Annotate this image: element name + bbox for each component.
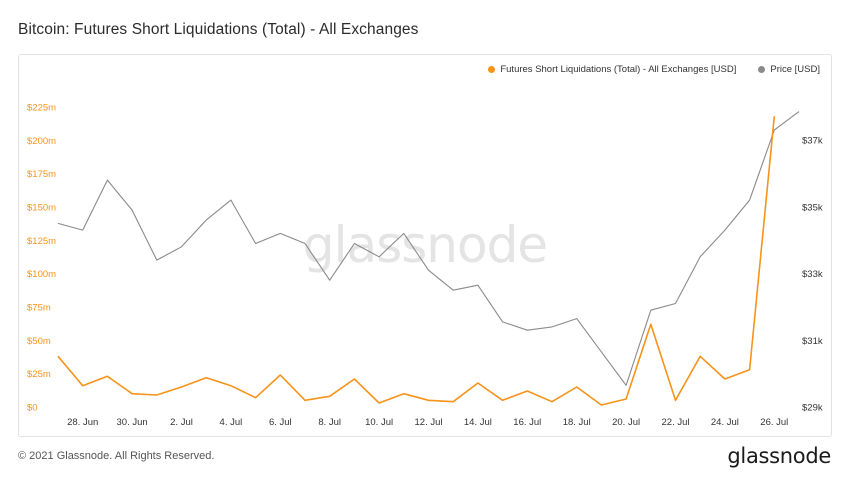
- left-axis-tick-label: $25m: [27, 369, 51, 380]
- price-series-line: [57, 111, 800, 386]
- left-axis-tick-label: $150m: [27, 203, 56, 214]
- x-axis-tick-label: 28. Jun: [67, 417, 98, 428]
- footer-copyright: © 2021 Glassnode. All Rights Reserved.: [18, 450, 215, 462]
- x-axis-tick-label: 8. Jul: [318, 417, 341, 428]
- left-axis-tick-label: $175m: [27, 169, 56, 180]
- x-axis-tick-label: 18. Jul: [563, 417, 591, 428]
- right-axis-tick-label: $37k: [802, 136, 823, 147]
- chart-card: [18, 54, 832, 437]
- x-axis-tick-label: 6. Jul: [269, 417, 292, 428]
- x-axis-tick-label: 2. Jul: [170, 417, 193, 428]
- x-axis-tick-label: 20. Jul: [612, 417, 640, 428]
- legend-item-price[interactable]: Price [USD]: [758, 64, 820, 75]
- x-axis: 28. Jun 30. Jun 2. Jul 4. Jul 6. Jul 8. Jul 10…: [67, 417, 788, 428]
- x-axis-tick-label: 12. Jul: [415, 417, 443, 428]
- glassnode-logo[interactable]: glassnode: [727, 444, 831, 468]
- left-axis-tick-label: $125m: [27, 236, 56, 247]
- left-axis-tick-label: $0: [27, 403, 38, 414]
- right-axis-tick-label: $31k: [802, 336, 823, 347]
- left-axis-tick-label: $225m: [27, 103, 56, 114]
- legend-label-price: Price [USD]: [770, 64, 820, 75]
- x-axis-tick-label: 4. Jul: [220, 417, 243, 428]
- legend-item-liquidations[interactable]: Futures Short Liquidations (Total) - All…: [488, 64, 736, 75]
- left-axis: $0 $25m $50m $75m $100m $125m $150m $175m $200m $…: [27, 103, 56, 414]
- right-axis: $29k $31k $33k $35k $37k: [802, 136, 823, 414]
- x-axis-tick-label: 10. Jul: [365, 417, 393, 428]
- series-layer: [57, 111, 800, 406]
- x-axis-tick-label: 22. Jul: [662, 417, 690, 428]
- legend-dot-price: [758, 66, 766, 73]
- x-axis-tick-label: 14. Jul: [464, 417, 492, 428]
- x-axis-tick-label: 26. Jul: [760, 417, 788, 428]
- left-axis-tick-label: $75m: [27, 303, 51, 314]
- left-axis-tick-label: $200m: [27, 136, 56, 147]
- right-axis-tick-label: $33k: [802, 269, 823, 280]
- x-axis-tick-label: 24. Jul: [711, 417, 739, 428]
- legend-label-liquidations: Futures Short Liquidations (Total) - All…: [500, 64, 737, 75]
- legend-dot-liquidations: [488, 66, 496, 73]
- left-axis-tick-label: $50m: [27, 336, 51, 347]
- left-axis-tick-label: $100m: [27, 269, 56, 280]
- chart-legend: Futures Short Liquidations (Total) - All…: [488, 64, 820, 75]
- liquidations-series-line: [57, 116, 776, 406]
- page-title: Bitcoin: Futures Short Liquidations (Tot…: [18, 21, 419, 38]
- x-axis-tick-label: 16. Jul: [513, 417, 541, 428]
- x-axis-tick-label: 30. Jun: [117, 417, 148, 428]
- right-axis-tick-label: $35k: [802, 202, 823, 213]
- right-axis-tick-label: $29k: [802, 403, 823, 414]
- chart-watermark: glassnode: [303, 216, 547, 274]
